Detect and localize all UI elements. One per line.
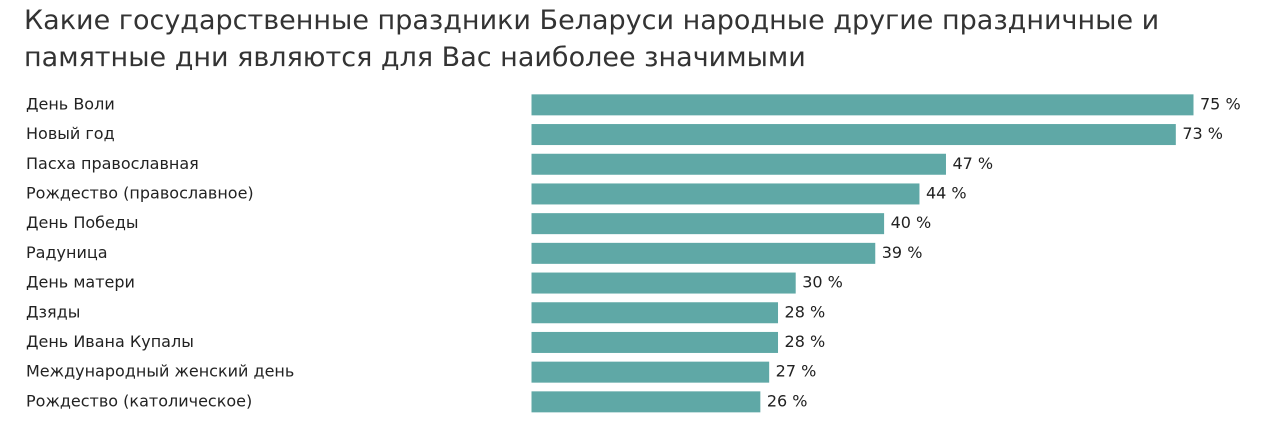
bar	[530, 241, 877, 265]
value-label: 27 %	[776, 362, 817, 381]
value-label: 40 %	[891, 213, 932, 232]
bar	[530, 330, 780, 354]
value-label: 47 %	[952, 154, 993, 173]
bar	[530, 360, 771, 384]
category-label: Радуница	[26, 243, 108, 262]
category-label: Рождество (православное)	[26, 183, 254, 202]
category-label: День матери	[26, 273, 135, 292]
category-label: Дзяды	[26, 302, 80, 321]
bar	[530, 271, 797, 295]
bar	[530, 301, 780, 325]
category-label: День Победы	[26, 213, 139, 232]
value-label: 39 %	[882, 243, 923, 262]
value-label: 44 %	[926, 183, 967, 202]
value-label: 75 %	[1200, 94, 1241, 113]
category-label: Рождество (католическое)	[26, 391, 252, 410]
bar	[530, 123, 1177, 147]
value-label: 26 %	[767, 391, 808, 410]
bar	[530, 390, 762, 414]
bar	[530, 212, 886, 236]
chart-title: Какие государственные праздники Беларуси…	[24, 5, 1160, 73]
value-label: 28 %	[785, 332, 826, 351]
bar	[530, 182, 921, 206]
category-label: Международный женский день	[26, 362, 294, 381]
value-label: 30 %	[802, 273, 843, 292]
bar	[530, 152, 947, 176]
category-label: День Воли	[26, 94, 115, 113]
value-label: 28 %	[785, 302, 826, 321]
category-label: День Ивана Купалы	[26, 332, 194, 351]
category-label: Новый год	[26, 124, 115, 143]
bar	[530, 93, 1195, 117]
value-label: 73 %	[1182, 124, 1223, 143]
category-label: Пасха православная	[26, 154, 199, 173]
